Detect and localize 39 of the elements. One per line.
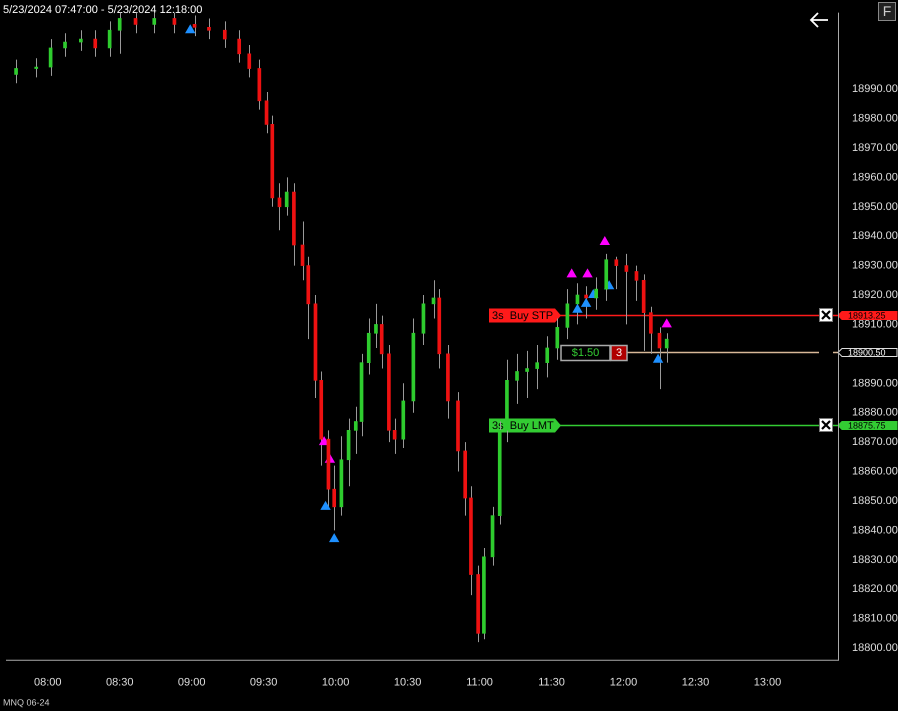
y-tick-label: 18990.00 — [852, 83, 898, 96]
ref-line-label: 3s Buy STP — [492, 310, 554, 322]
y-tick-label: 18950.00 — [852, 200, 898, 213]
y-tick-label: 18930.00 — [852, 260, 898, 272]
y-tick-label: 18830.00 — [852, 554, 898, 566]
text: 18900.50 — [848, 347, 886, 358]
y-tick-label: 18980.00 — [852, 112, 898, 125]
x-tick-label: 08:30 — [106, 676, 134, 688]
y-tick-label: 18850.00 — [852, 494, 898, 507]
x-tick-label: 10:30 — [394, 676, 422, 688]
y-tick-label: 18960.00 — [852, 171, 898, 184]
text: 18913.25 — [848, 310, 886, 320]
chart-title: 5/23/2024 07:47:00 - 5/23/2024 12:18:00 — [3, 4, 202, 16]
y-tick-label: 18800.00 — [852, 642, 898, 654]
x-tick-label: 13:00 — [754, 676, 782, 688]
y-tick-label: 18920.00 — [852, 289, 898, 302]
x-tick-label: 12:00 — [610, 676, 638, 688]
x-tick-label: 11:00 — [466, 676, 493, 688]
x-tick-label: 09:30 — [250, 676, 278, 688]
y-tick-label: 18970.00 — [852, 142, 898, 154]
y-tick-label: 18910.00 — [852, 318, 898, 330]
y-tick-label: 18820.00 — [852, 583, 898, 596]
y-tick-label: 18880.00 — [852, 406, 898, 419]
x-tick-label: 08:00 — [34, 676, 62, 688]
y-tick-label: 18810.00 — [852, 612, 898, 625]
x-tick-label: 09:00 — [178, 676, 206, 688]
x-tick-label: 11:30 — [538, 676, 565, 688]
y-tick-label: 18840.00 — [852, 524, 898, 536]
y-tick-label: 18870.00 — [852, 436, 898, 448]
x-tick-label: 10:00 — [322, 676, 350, 688]
y-tick-label: 18940.00 — [852, 230, 898, 242]
x-tick-label: 12:30 — [682, 676, 710, 688]
text: 18875.75 — [848, 420, 886, 430]
text: MNQ 06-24 — [3, 697, 50, 708]
text: F — [882, 2, 892, 19]
y-tick-label: 18860.00 — [852, 466, 898, 478]
y-tick-label: 18890.00 — [852, 377, 898, 390]
annotation: $1.50 — [572, 347, 600, 360]
annotation: 3 — [616, 347, 622, 360]
